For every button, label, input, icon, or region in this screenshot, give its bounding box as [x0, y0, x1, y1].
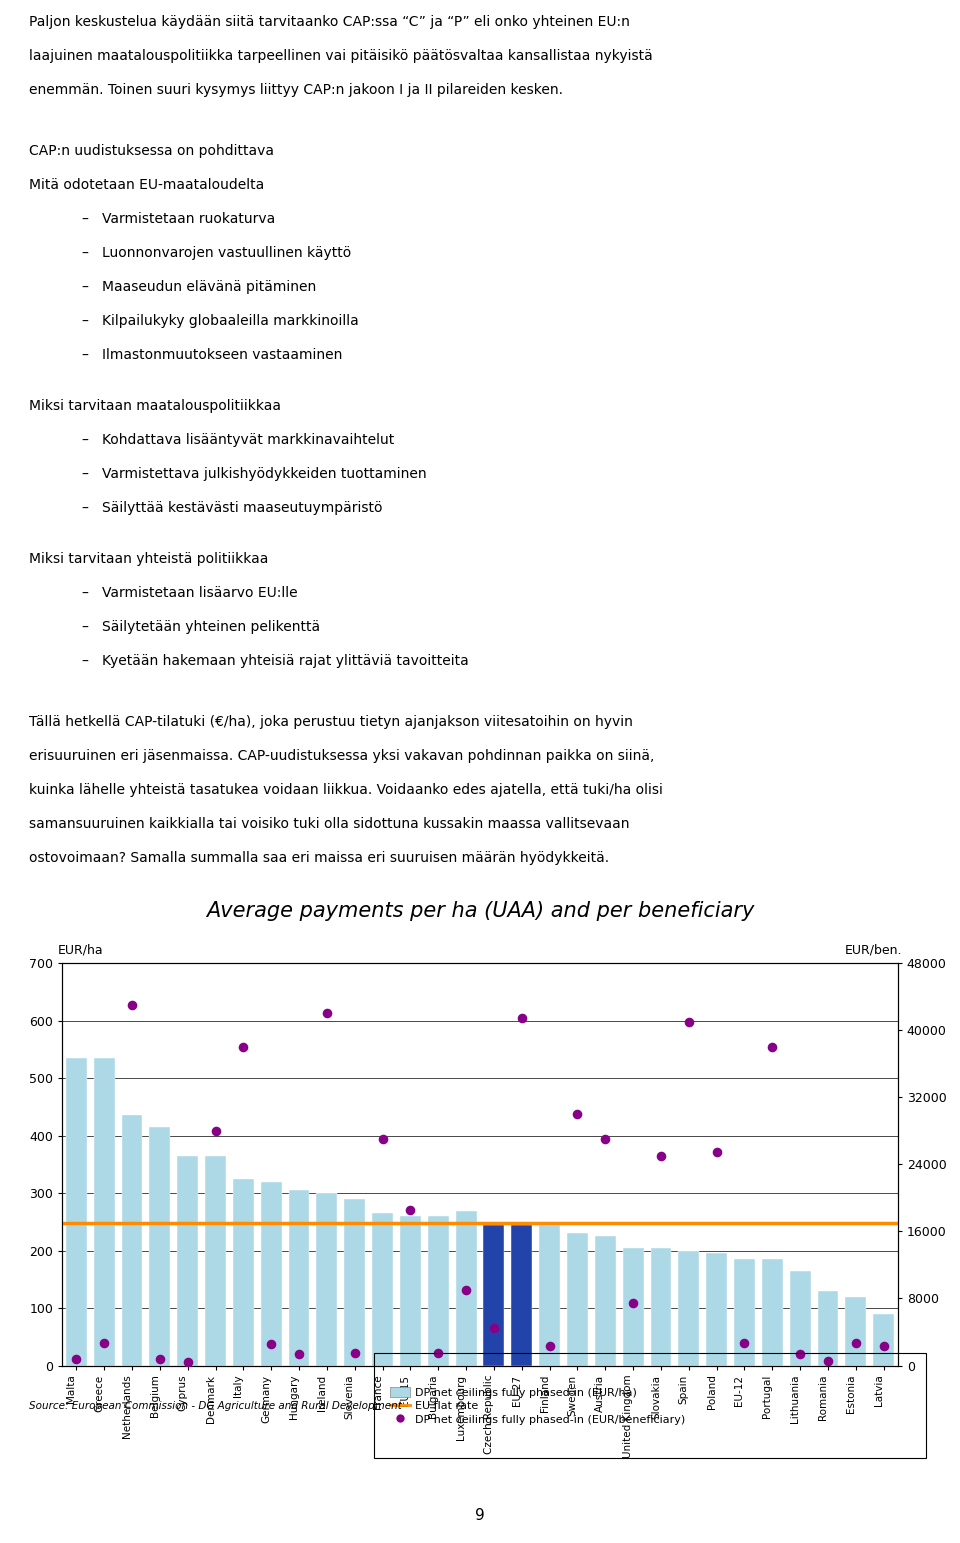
Bar: [372, 1213, 393, 1366]
Point: [459, 1278, 474, 1302]
Bar: [818, 1291, 838, 1366]
Point: [597, 1126, 613, 1151]
Bar: [233, 1179, 253, 1366]
Text: erisuuruinen eri jäsenmaissa. CAP-uudistuksessa yksi vakavan pohdinnan paikka on: erisuuruinen eri jäsenmaissa. CAP-uudist…: [29, 748, 654, 762]
Text: –   Säilytetään yhteinen pelikenttä: – Säilytetään yhteinen pelikenttä: [82, 620, 320, 634]
Point: [515, 1006, 530, 1031]
Point: [263, 1332, 278, 1356]
Point: [180, 1350, 196, 1375]
Point: [820, 1349, 835, 1373]
Text: –   Kohdattava lisääntyvät markkinavaihtelut: – Kohdattava lisääntyvät markkinavaihtel…: [82, 434, 394, 447]
Point: [207, 1119, 223, 1143]
Text: –   Kyetään hakemaan yhteisiä rajat ylittäviä tavoitteita: – Kyetään hakemaan yhteisiä rajat ylittä…: [82, 654, 468, 668]
Bar: [400, 1216, 420, 1366]
Text: 9: 9: [475, 1508, 485, 1523]
Point: [793, 1341, 808, 1366]
Bar: [428, 1216, 448, 1366]
Point: [764, 1035, 780, 1060]
Bar: [205, 1156, 226, 1366]
Bar: [512, 1225, 532, 1366]
Text: –   Varmistettava julkishyödykkeiden tuottaminen: – Varmistettava julkishyödykkeiden tuott…: [82, 468, 426, 481]
Text: Paljon keskustelua käydään siitä tarvitaanko CAP:ssa “C” ja “P” eli onko yhteine: Paljon keskustelua käydään siitä tarvita…: [29, 15, 630, 29]
Point: [430, 1341, 445, 1366]
Bar: [178, 1156, 198, 1366]
Point: [319, 1001, 334, 1026]
Point: [69, 1347, 84, 1372]
Bar: [567, 1233, 588, 1366]
Text: CAP:n uudistuksessa on pohdittava: CAP:n uudistuksessa on pohdittava: [29, 145, 274, 159]
Text: Miksi tarvitaan yhteistä politiikkaa: Miksi tarvitaan yhteistä politiikkaa: [29, 552, 268, 566]
Bar: [122, 1116, 142, 1366]
Bar: [66, 1058, 86, 1366]
Text: Mitä odotetaan EU-maataloudelta: Mitä odotetaan EU-maataloudelta: [29, 179, 264, 193]
Point: [653, 1143, 668, 1168]
Bar: [679, 1250, 699, 1366]
Point: [292, 1341, 307, 1366]
Bar: [317, 1193, 337, 1366]
Text: –   Maaseudun elävänä pitäminen: – Maaseudun elävänä pitäminen: [82, 281, 316, 295]
Bar: [651, 1248, 671, 1366]
Text: –   Varmistetaan lisäarvo EU:lle: – Varmistetaan lisäarvo EU:lle: [82, 586, 298, 600]
Text: enemmän. Toinen suuri kysymys liittyy CAP:n jakoon I ja II pilareiden kesken.: enemmän. Toinen suuri kysymys liittyy CA…: [29, 83, 563, 97]
Point: [737, 1330, 753, 1355]
Bar: [150, 1126, 170, 1366]
Bar: [874, 1313, 894, 1366]
Point: [374, 1126, 390, 1151]
Legend: DP net ceilings fully phased-in (EUR/ha), EU flat rate, DP net ceilings fully ph: DP net ceilings fully phased-in (EUR/ha)…: [386, 1383, 690, 1429]
Text: Miksi tarvitaan maatalouspolitiikkaa: Miksi tarvitaan maatalouspolitiikkaa: [29, 400, 280, 414]
Bar: [623, 1248, 643, 1366]
Text: Average payments per ha (UAA) and per beneficiary: Average payments per ha (UAA) and per be…: [205, 901, 755, 921]
Text: –   Varmistetaan ruokaturva: – Varmistetaan ruokaturva: [82, 213, 275, 227]
Bar: [734, 1259, 755, 1366]
Bar: [345, 1199, 365, 1366]
Point: [708, 1139, 725, 1163]
Bar: [540, 1225, 560, 1366]
Bar: [762, 1259, 782, 1366]
Point: [152, 1347, 168, 1372]
Text: Source: European Commission - DG Agriculture and Rural Development: Source: European Commission - DG Agricul…: [29, 1401, 401, 1410]
Text: Tällä hetkellä CAP-tilatuki (€/ha), joka perustuu tietyn ajanjakson viitesatoihi: Tällä hetkellä CAP-tilatuki (€/ha), joka…: [29, 714, 633, 728]
Point: [236, 1035, 252, 1060]
Text: laajuinen maatalouspolitiikka tarpeellinen vai pitäisikö päätösvaltaa kansallist: laajuinen maatalouspolitiikka tarpeellin…: [29, 49, 653, 63]
Text: –   Säilyttää kestävästi maaseutuympäristö: – Säilyttää kestävästi maaseutuympäristö: [82, 501, 382, 515]
Text: kuinka lähelle yhteistä tasatukea voidaan liikkua. Voidaanko edes ajatella, että: kuinka lähelle yhteistä tasatukea voidaa…: [29, 782, 662, 796]
Bar: [261, 1182, 281, 1366]
Text: ostovoimaan? Samalla summalla saa eri maissa eri suuruisen määrän hyödykkeitä.: ostovoimaan? Samalla summalla saa eri ma…: [29, 850, 609, 864]
Point: [96, 1330, 112, 1355]
Point: [626, 1290, 641, 1315]
Text: samansuuruinen kaikkialla tai voisiko tuki olla sidottuna kussakin maassa vallit: samansuuruinen kaikkialla tai voisiko tu…: [29, 816, 630, 830]
Point: [125, 992, 140, 1017]
Text: EUR/ha: EUR/ha: [58, 944, 104, 957]
Point: [541, 1335, 557, 1359]
Bar: [94, 1058, 114, 1366]
Bar: [456, 1211, 476, 1366]
Point: [682, 1009, 697, 1034]
Bar: [289, 1190, 309, 1366]
Point: [570, 1102, 586, 1126]
Bar: [484, 1225, 504, 1366]
Bar: [790, 1271, 810, 1366]
Bar: [846, 1296, 866, 1366]
Point: [403, 1197, 419, 1222]
Text: –   Ilmastonmuutokseen vastaaminen: – Ilmastonmuutokseen vastaaminen: [82, 349, 342, 363]
Bar: [707, 1253, 727, 1366]
Bar: [595, 1236, 615, 1366]
Point: [876, 1335, 892, 1359]
Point: [849, 1330, 864, 1355]
Text: EUR/ben.: EUR/ben.: [845, 944, 902, 957]
Point: [347, 1341, 362, 1366]
Point: [486, 1316, 501, 1341]
Text: –   Luonnonvarojen vastuullinen käyttö: – Luonnonvarojen vastuullinen käyttö: [82, 247, 350, 261]
Text: –   Kilpailukyky globaaleilla markkinoilla: – Kilpailukyky globaaleilla markkinoilla: [82, 315, 358, 329]
